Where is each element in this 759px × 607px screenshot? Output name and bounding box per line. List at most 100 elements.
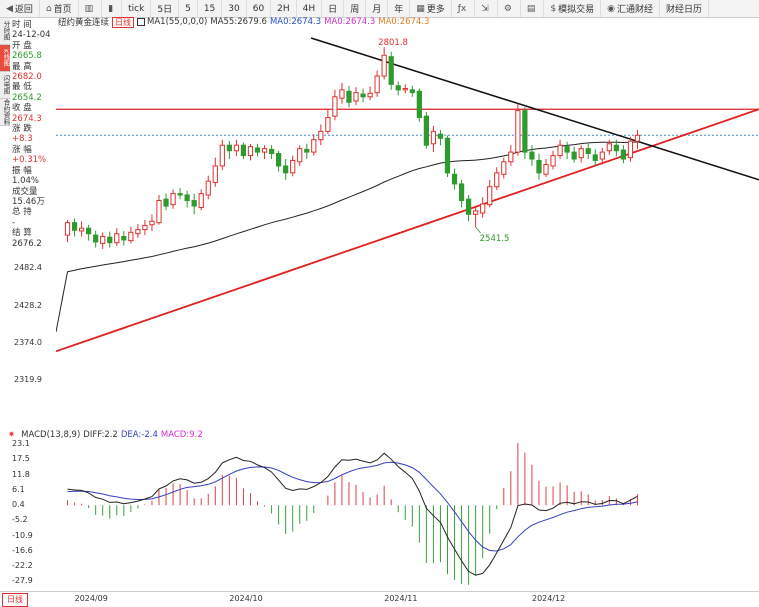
- candle[interactable]: [339, 82, 345, 104]
- macd-settings-icon[interactable]: ✷: [8, 430, 16, 440]
- candle[interactable]: [107, 231, 113, 248]
- candle[interactable]: [226, 141, 232, 160]
- candle[interactable]: [311, 134, 317, 156]
- candle[interactable]: [346, 85, 352, 108]
- candle[interactable]: [198, 189, 204, 211]
- candle[interactable]: [240, 142, 247, 160]
- candle[interactable]: [156, 194, 162, 225]
- candle[interactable]: [599, 147, 605, 165]
- candle[interactable]: [522, 107, 528, 160]
- side-tab[interactable]: 分时图: [0, 18, 10, 45]
- candle[interactable]: [529, 145, 535, 166]
- candle[interactable]: [184, 190, 190, 208]
- toolbar-item[interactable]: ⇲: [475, 0, 498, 17]
- toolbar-item[interactable]: $ 模拟交易: [544, 0, 602, 17]
- candle[interactable]: [620, 145, 627, 164]
- toolbar-item[interactable]: ▮: [102, 0, 123, 17]
- toolbar-item[interactable]: 月: [366, 0, 389, 17]
- candle[interactable]: [543, 159, 549, 178]
- candle[interactable]: [395, 81, 401, 96]
- toolbar-item[interactable]: 年: [388, 0, 411, 17]
- candle[interactable]: [233, 139, 240, 157]
- candle[interactable]: [247, 143, 254, 161]
- candle[interactable]: [191, 193, 197, 215]
- toolbar-item[interactable]: 周: [344, 0, 367, 17]
- toolbar-item[interactable]: 60: [247, 0, 272, 17]
- candle[interactable]: [458, 179, 465, 208]
- candle[interactable]: [283, 159, 289, 180]
- toolbar-item[interactable]: ▥: [79, 0, 103, 17]
- period-tag[interactable]: 日线: [112, 16, 135, 28]
- candle[interactable]: [473, 207, 479, 228]
- candle[interactable]: [325, 109, 331, 135]
- candle[interactable]: [423, 112, 429, 149]
- toolbar-item[interactable]: 5日: [151, 0, 180, 17]
- candle[interactable]: [515, 103, 521, 156]
- candle[interactable]: [367, 86, 373, 101]
- candle[interactable]: [402, 84, 408, 94]
- toolbar-item[interactable]: 5: [179, 0, 198, 17]
- candle[interactable]: [212, 157, 218, 187]
- candle[interactable]: [536, 153, 542, 180]
- toolbar-item[interactable]: 财经日历: [660, 0, 710, 17]
- candle[interactable]: [465, 194, 472, 222]
- bottom-period-tab[interactable]: 日线: [2, 593, 28, 607]
- macd-chart[interactable]: [56, 438, 759, 588]
- candle[interactable]: [360, 88, 366, 103]
- candle[interactable]: [205, 175, 211, 200]
- toolbar-item[interactable]: 15: [198, 0, 223, 17]
- candle[interactable]: [451, 168, 458, 190]
- candle[interactable]: [100, 232, 106, 249]
- candle[interactable]: [444, 135, 451, 178]
- candle[interactable]: [261, 145, 268, 160]
- candle[interactable]: [332, 89, 338, 121]
- candle[interactable]: [416, 88, 422, 122]
- candle[interactable]: [508, 145, 514, 166]
- toolbar-item[interactable]: ⚙: [498, 0, 521, 17]
- candle[interactable]: [634, 129, 641, 150]
- candle[interactable]: [149, 214, 155, 231]
- candle[interactable]: [128, 226, 134, 244]
- toolbar-item[interactable]: ◉ 汇通财经: [601, 0, 661, 17]
- side-tab[interactable]: 合约资料: [0, 99, 10, 126]
- candle[interactable]: [487, 179, 493, 208]
- candle[interactable]: [613, 139, 619, 157]
- candle[interactable]: [585, 142, 591, 160]
- candle[interactable]: [135, 224, 141, 238]
- candle[interactable]: [606, 139, 612, 155]
- candle[interactable]: [627, 136, 634, 162]
- candle[interactable]: [409, 85, 415, 97]
- candle[interactable]: [381, 47, 387, 80]
- candle[interactable]: [121, 230, 127, 246]
- candle[interactable]: [437, 129, 444, 146]
- toolbar-item[interactable]: 4H: [297, 0, 323, 17]
- toolbar-item[interactable]: ▤: [521, 0, 545, 17]
- toolbar-item[interactable]: ◀ 返回: [0, 0, 40, 17]
- candle[interactable]: [276, 150, 282, 172]
- toolbar-item[interactable]: 2H: [271, 0, 297, 17]
- candle[interactable]: [501, 157, 507, 179]
- candle[interactable]: [430, 125, 437, 153]
- candle[interactable]: [304, 143, 310, 160]
- toolbar-item[interactable]: 日: [322, 0, 345, 17]
- toolbar-item[interactable]: tick: [122, 0, 152, 17]
- ma-settings-icon[interactable]: [137, 18, 146, 26]
- side-tab[interactable]: K线图: [0, 45, 10, 72]
- candle[interactable]: [64, 219, 71, 243]
- toolbar-item[interactable]: ƒx: [452, 0, 476, 17]
- candle[interactable]: [78, 221, 85, 237]
- candle[interactable]: [564, 141, 570, 160]
- candle[interactable]: [571, 146, 577, 163]
- candle[interactable]: [388, 51, 394, 90]
- candle[interactable]: [578, 145, 584, 163]
- candle[interactable]: [219, 139, 225, 171]
- candle[interactable]: [550, 150, 556, 170]
- support-trendline[interactable]: [56, 108, 759, 353]
- candle[interactable]: [290, 155, 296, 177]
- candle[interactable]: [86, 224, 92, 241]
- candle[interactable]: [480, 197, 486, 218]
- candle[interactable]: [557, 139, 563, 160]
- candlestick-chart[interactable]: 2801.8 2541.5: [56, 28, 759, 418]
- candle[interactable]: [254, 143, 261, 157]
- candle[interactable]: [170, 189, 176, 209]
